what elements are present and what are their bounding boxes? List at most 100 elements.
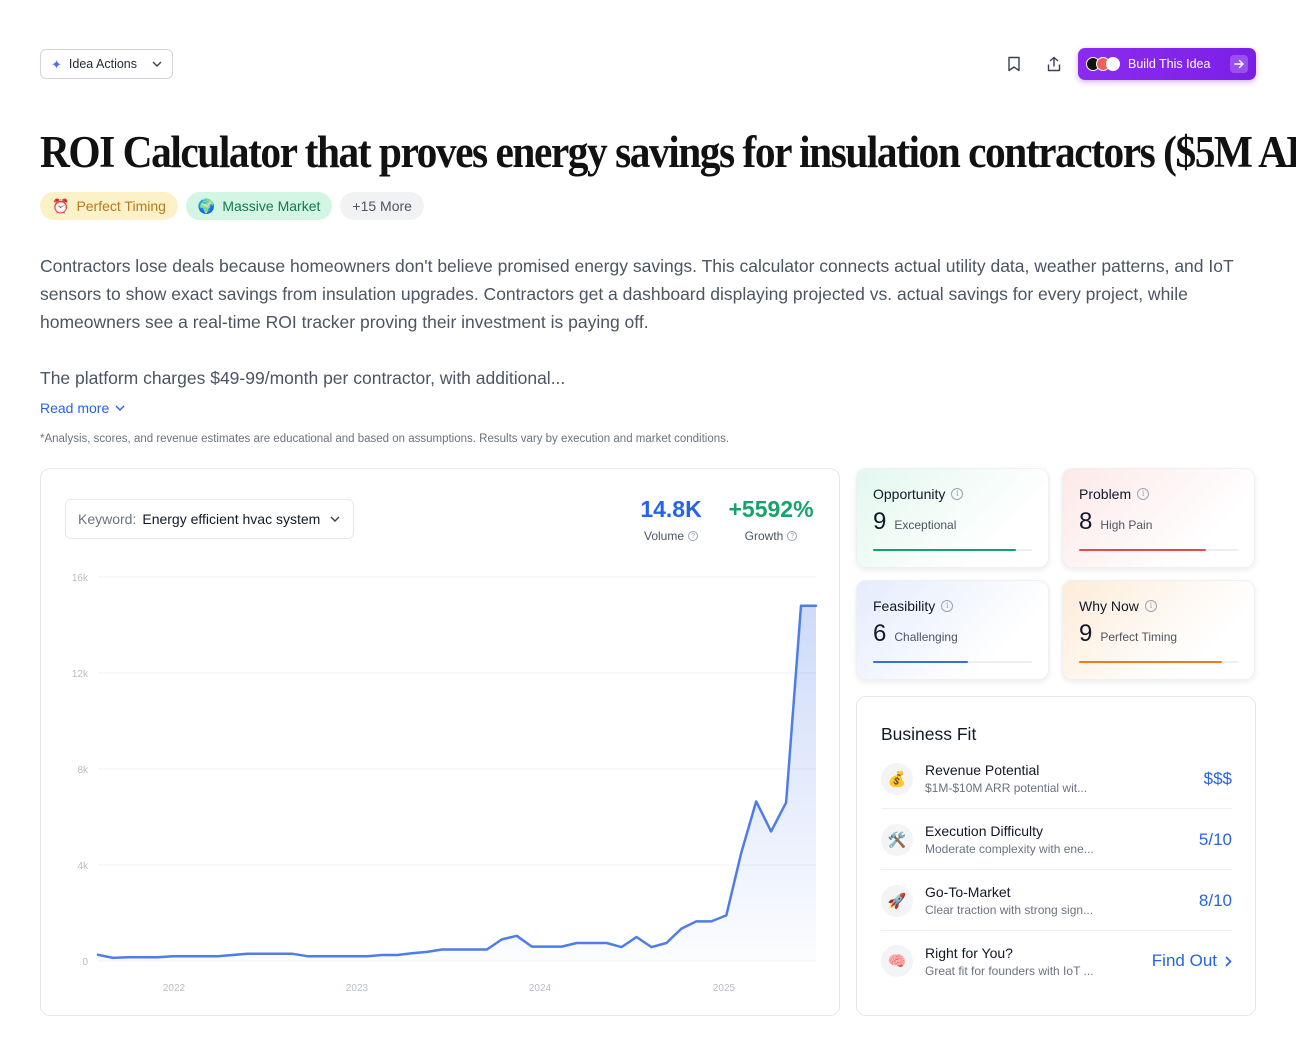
top-bar: ✦ Idea Actions Build This Idea — [40, 48, 1256, 80]
idea-description: Contractors lose deals because homeowner… — [40, 252, 1256, 420]
find-out-link[interactable]: Find Out — [1152, 951, 1232, 971]
series-area — [98, 605, 816, 961]
score-title: Why Now — [1079, 598, 1139, 614]
row-title: Right for You? — [925, 944, 1013, 961]
row-description: Moderate complexity with ene... — [925, 842, 1094, 856]
x-tick-label: 2024 — [529, 983, 552, 994]
rocket-icon: 🚀 — [881, 884, 913, 917]
tag-massive-market[interactable]: 🌍 Massive Market — [185, 192, 333, 220]
tag-perfect-timing[interactable]: ⏰ Perfect Timing — [40, 192, 178, 220]
score-title: Feasibility — [873, 598, 936, 614]
chevron-right-icon — [1225, 955, 1232, 967]
more-tags-button[interactable]: +15 More — [340, 192, 424, 220]
score-value: 6 — [873, 620, 887, 647]
why-now-score-card[interactable]: Why Now i 9 Perfect Timing — [1062, 580, 1255, 680]
chevron-down-icon — [330, 514, 340, 525]
partner-logos — [1086, 57, 1120, 71]
feasibility-score-card[interactable]: Feasibility i 6 Challenging — [856, 580, 1049, 680]
row-description: $1M-$10M ARR potential wit... — [925, 781, 1088, 795]
x-tick-label: 2025 — [713, 983, 736, 994]
disclaimer: *Analysis, scores, and revenue estimates… — [40, 433, 730, 445]
volume-value: 14.8K — [640, 496, 702, 522]
build-label: Build This Idea — [1128, 57, 1211, 71]
brain-icon: 🧠 — [881, 945, 913, 977]
info-icon[interactable]: i — [1144, 600, 1157, 612]
y-tick-label: 0 — [82, 957, 88, 968]
row-title: Revenue Potential — [925, 762, 1040, 778]
trend-chart: 16k 12k 8k 4k 0 2022 2023 2024 2025 — [72, 573, 818, 994]
idea-actions-label: Idea Actions — [68, 57, 138, 71]
tag-list: ⏰ Perfect Timing 🌍 Massive Market +15 Mo… — [40, 192, 424, 220]
idea-actions-button[interactable]: ✦ Idea Actions — [40, 49, 173, 79]
score-progress-fill — [873, 661, 969, 663]
keyword-label: Keyword: — [78, 511, 137, 527]
help-icon[interactable]: ? — [688, 531, 699, 541]
partner-logo-icon — [1106, 57, 1120, 71]
share-button[interactable] — [1042, 52, 1066, 76]
y-tick-label: 16k — [72, 573, 89, 584]
volume-label-row: Volume ? — [631, 529, 711, 543]
x-tick-label: 2022 — [163, 983, 186, 994]
score-progress-fill — [1079, 661, 1223, 663]
info-icon[interactable]: i — [951, 488, 964, 500]
y-tick-label: 8k — [77, 765, 89, 776]
business-fit-row-right-for-you[interactable]: 🧠 Right for You? Great fit for founders … — [881, 931, 1232, 991]
globe-icon: 🌍 — [197, 197, 216, 214]
row-title: Go-To-Market — [925, 884, 1011, 900]
score-label: Exceptional — [894, 518, 957, 532]
growth-label-row: Growth ? — [721, 529, 821, 543]
info-icon[interactable]: i — [1137, 488, 1150, 500]
bookmark-button[interactable] — [1002, 52, 1026, 76]
score-value: 9 — [1079, 620, 1093, 647]
business-fit-row-revenue[interactable]: 💰 Revenue Potential $1M-$10M ARR potenti… — [881, 749, 1232, 809]
keyword-select[interactable]: Keyword: Energy efficient hvac system — [65, 499, 354, 539]
trend-chart-card: 16k 12k 8k 4k 0 2022 2023 2024 2025 Keyword: Ene… — [40, 468, 840, 1016]
score-progress-track — [1079, 549, 1238, 551]
business-fit-row-go-to-market[interactable]: 🚀 Go-To-Market Clear traction with stron… — [881, 871, 1232, 931]
volume-metric: 14.8K Volume ? — [631, 493, 711, 543]
y-tick-label: 4k — [77, 861, 89, 872]
business-fit-row-execution[interactable]: 🛠️ Execution Difficulty Moderate complex… — [881, 810, 1232, 870]
score-value: 8 — [1079, 508, 1093, 535]
business-fit-card: Business Fit 💰 Revenue Potential $1M-$10… — [856, 696, 1256, 1016]
share-icon — [1047, 56, 1061, 72]
score-title: Opportunity — [873, 486, 946, 502]
x-tick-label: 2023 — [346, 983, 369, 994]
score-label: Challenging — [894, 630, 958, 644]
arrow-right-icon — [1230, 55, 1248, 73]
chevron-down-icon — [152, 59, 162, 70]
business-fit-title: Business Fit — [881, 724, 977, 744]
build-this-idea-button[interactable]: Build This Idea — [1078, 48, 1256, 80]
opportunity-score-card[interactable]: Opportunity i 9 Exceptional — [856, 468, 1049, 568]
help-icon[interactable]: ? — [787, 531, 798, 541]
sparkle-icon: ✦ — [51, 56, 62, 72]
find-out-label: Find Out — [1151, 951, 1217, 970]
growth-label: Growth — [744, 529, 784, 543]
score-label: Perfect Timing — [1100, 630, 1178, 644]
series-line — [96, 604, 818, 960]
row-value: 8/10 — [1198, 890, 1232, 910]
y-tick-label: 12k — [72, 669, 89, 680]
score-progress-fill — [873, 549, 1017, 551]
read-more-link[interactable]: Read more — [40, 400, 125, 416]
row-description: Clear traction with strong sign... — [925, 903, 1094, 917]
money-bag-icon: 💰 — [881, 762, 913, 795]
info-icon[interactable]: i — [941, 600, 954, 612]
row-value: 5/10 — [1198, 829, 1232, 849]
row-value: $$$ — [1203, 768, 1232, 788]
score-progress-track — [873, 549, 1032, 551]
tag-label: Massive Market — [222, 198, 321, 214]
page-title: ROI Calculator that proves energy saving… — [40, 127, 1296, 177]
problem-score-card[interactable]: Problem i 8 High Pain — [1062, 468, 1255, 568]
tools-icon: 🛠️ — [881, 823, 913, 856]
score-label: High Pain — [1100, 518, 1153, 532]
row-description: Great fit for founders with IoT ... — [925, 963, 1094, 978]
row-title: Execution Difficulty — [925, 823, 1044, 839]
bookmark-icon — [1008, 56, 1020, 72]
alarm-clock-icon: ⏰ — [52, 197, 70, 214]
score-value: 9 — [873, 508, 887, 535]
tag-label: Perfect Timing — [76, 198, 166, 214]
score-progress-fill — [1079, 549, 1207, 551]
score-progress-track — [873, 661, 1032, 663]
volume-label: Volume — [643, 529, 685, 543]
